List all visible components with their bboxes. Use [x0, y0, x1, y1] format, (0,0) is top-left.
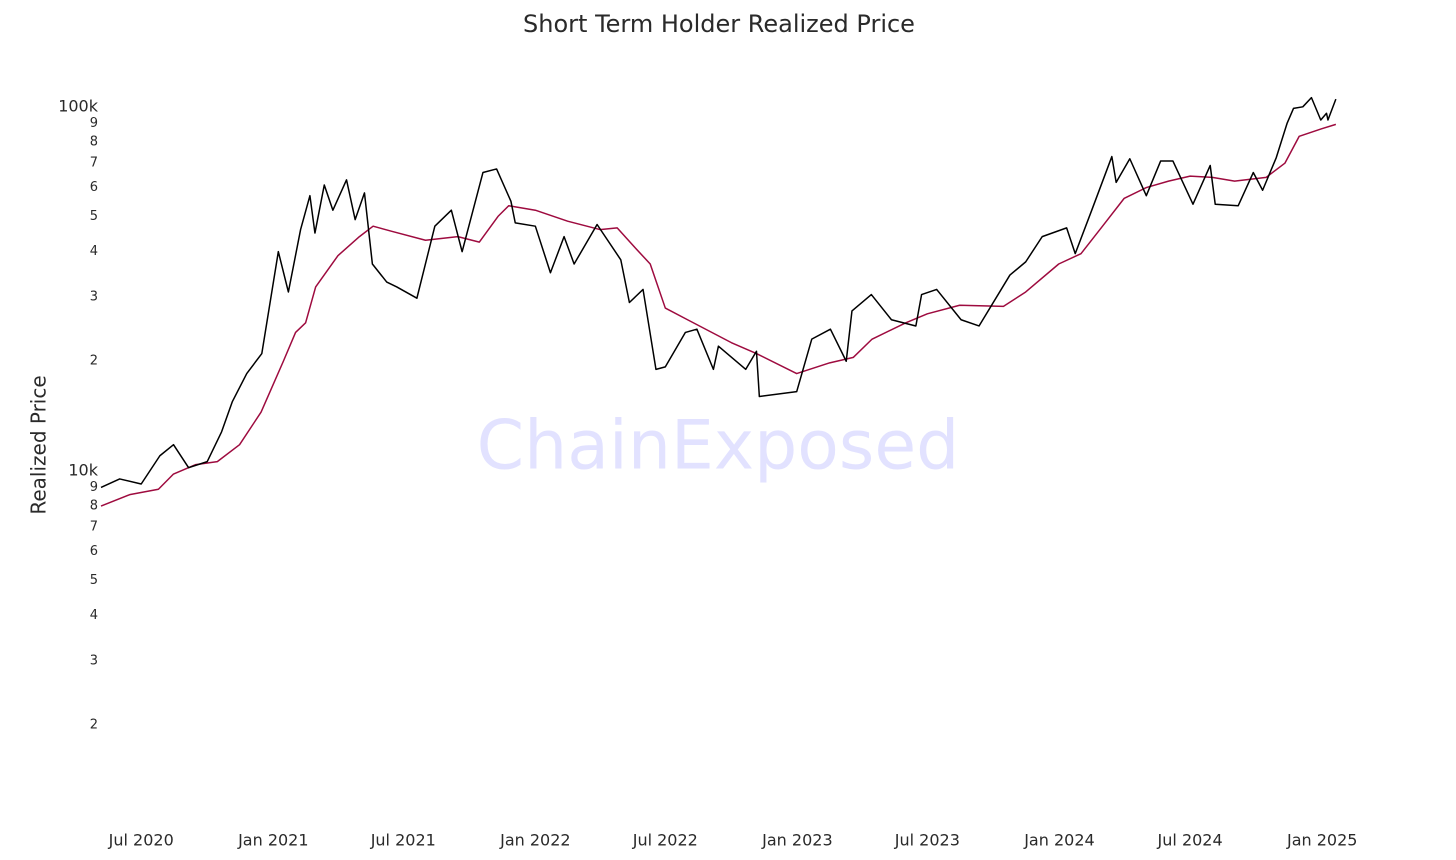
y-tick-label: 5 — [90, 573, 98, 588]
watermark: ChainExposed — [477, 407, 960, 486]
y-tick-label: 7 — [90, 156, 98, 171]
y-tick-label: 4 — [90, 608, 98, 623]
line-series — [100, 96, 1337, 489]
x-tick-label: Jul 2022 — [632, 831, 698, 850]
x-tick-label: Jan 2024 — [1023, 831, 1094, 850]
y-tick-label: 6 — [90, 544, 98, 559]
x-tick-label: Jan 2023 — [761, 831, 832, 850]
x-tick-label: Jan 2025 — [1286, 831, 1357, 850]
y-tick-label: 3 — [90, 290, 98, 305]
x-tick-label: Jul 2024 — [1157, 831, 1223, 850]
y-tick-label: 9 — [90, 480, 98, 495]
y-tick-label: 10k — [68, 460, 98, 479]
y-tick-label: 8 — [90, 135, 98, 150]
y-tick-label: 9 — [90, 116, 98, 131]
y-tick-label: 7 — [90, 520, 98, 535]
x-tick-label: Jan 2021 — [237, 831, 308, 850]
y-tick-label: 8 — [90, 499, 98, 514]
y-tick-label: 5 — [90, 209, 98, 224]
y-tick-label: 3 — [90, 654, 98, 669]
y-tick-label: 2 — [90, 718, 98, 733]
y-tick-label: 2 — [90, 354, 98, 369]
y-tick-label: 6 — [90, 180, 98, 195]
chart-title: Short Term Holder Realized Price — [523, 10, 915, 38]
x-tick-label: Jul 2023 — [894, 831, 960, 850]
y-tick-label: 4 — [90, 244, 98, 259]
x-tick-label: Jul 2020 — [108, 831, 174, 850]
x-tick-label: Jul 2021 — [370, 831, 436, 850]
y-axis-title: Realized Price — [27, 375, 51, 514]
x-tick-label: Jan 2022 — [499, 831, 570, 850]
y-tick-label: 100k — [58, 96, 99, 115]
